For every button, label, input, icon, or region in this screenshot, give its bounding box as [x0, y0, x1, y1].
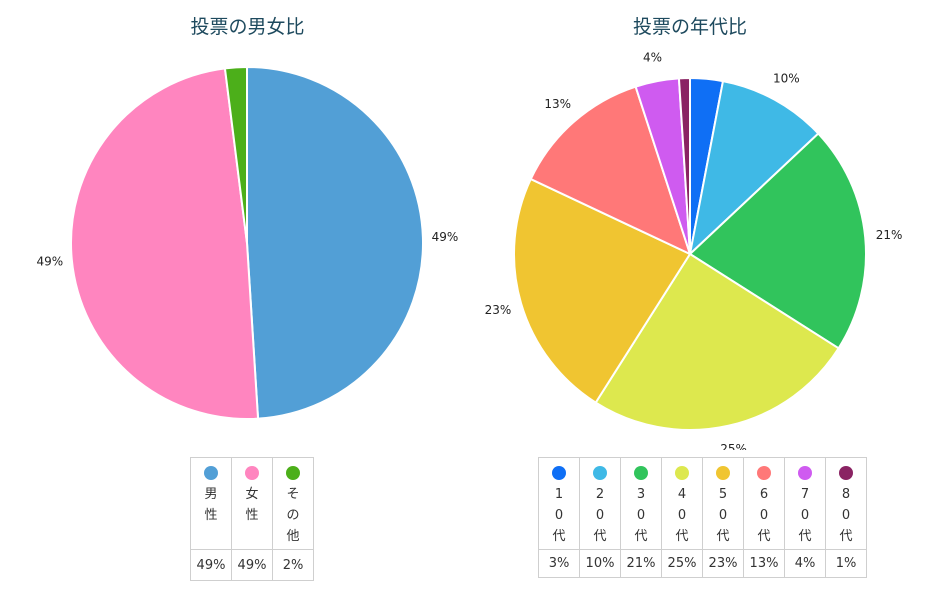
legend-item-50s[interactable]: 50代 — [702, 457, 744, 550]
age-slice-label-6: 4% — [643, 51, 662, 65]
legend-label-female: 女性 — [245, 487, 259, 523]
gender-slice-0[interactable] — [246, 65, 424, 420]
legend-item-60s[interactable]: 60代 — [743, 457, 785, 550]
age-pie-chart: 10% 21% 25% 23% 13% 4% — [485, 51, 903, 450]
legend-value-50s: 23% — [702, 549, 744, 578]
legend-swatch-other — [286, 466, 300, 480]
legend-value-other: 2% — [272, 549, 314, 581]
legend-value-20s: 10% — [579, 549, 621, 578]
legend-value-60s: 13% — [743, 549, 785, 578]
age-slice-2[interactable] — [688, 132, 867, 350]
age-slice-label-5: 13% — [544, 97, 571, 111]
gender-legend-table: 男性 女性 その他 49% 49% 2% — [190, 457, 314, 581]
legend-item-20s[interactable]: 20代 — [579, 457, 621, 550]
legend-swatch-60s — [757, 466, 771, 480]
age-slice-3[interactable] — [594, 252, 840, 431]
legend-swatch-female — [245, 466, 259, 480]
legend-value-10s: 3% — [538, 549, 580, 578]
legend-item-10s[interactable]: 10代 — [538, 457, 580, 550]
age-slice-7[interactable] — [677, 76, 691, 255]
chart-title-age: 投票の年代比 — [632, 16, 747, 38]
legend-label-80s: 80代 — [839, 487, 853, 544]
legend-swatch-30s — [634, 466, 648, 480]
gender-chart-panel: 投票の男女比 49% 49% 男性 女性 その他 49% 49% 2% — [37, 16, 459, 581]
legend-swatch-40s — [675, 466, 689, 480]
legend-swatch-70s — [798, 466, 812, 480]
legend-item-80s[interactable]: 80代 — [825, 457, 867, 550]
legend-label-70s: 70代 — [798, 487, 812, 544]
legend-label-other: その他 — [286, 487, 300, 544]
legend-value-40s: 25% — [661, 549, 703, 578]
age-legend-table: 10代 20代 30代 40代 50代 60代 70代 80代 3% 10% 2… — [538, 457, 867, 578]
age-slice-label-1: 10% — [773, 72, 800, 86]
age-slice-1[interactable] — [688, 79, 820, 257]
legend-item-30s[interactable]: 30代 — [620, 457, 662, 550]
legend-label-60s: 60代 — [757, 487, 771, 544]
legend-label-40s: 40代 — [675, 487, 689, 544]
legend-value-30s: 21% — [620, 549, 662, 578]
age-slice-5[interactable] — [529, 85, 692, 256]
legend-label-20s: 20代 — [593, 487, 607, 544]
legend-value-female: 49% — [231, 549, 273, 581]
legend-item-other[interactable]: その他 — [272, 457, 314, 550]
legend-item-40s[interactable]: 40代 — [661, 457, 703, 550]
age-slice-4[interactable] — [513, 177, 692, 404]
legend-swatch-20s — [593, 466, 607, 480]
legend-swatch-male — [204, 466, 218, 480]
legend-item-70s[interactable]: 70代 — [784, 457, 826, 550]
legend-value-male: 49% — [190, 549, 232, 581]
legend-swatch-10s — [552, 466, 566, 480]
legend-swatch-50s — [716, 466, 730, 480]
legend-swatch-80s — [839, 466, 853, 480]
gender-slice-label-0: 49% — [432, 230, 459, 244]
age-slice-label-3: 25% — [720, 442, 747, 450]
gender-slice-2[interactable] — [223, 65, 248, 244]
gender-slice-label-1: 49% — [37, 255, 64, 269]
age-chart-panel: 投票の年代比 10% 21% 25% 23% 13% 4% — [470, 0, 945, 591]
gender-slice-1[interactable] — [70, 67, 260, 421]
legend-label-10s: 10代 — [552, 487, 566, 544]
legend-value-70s: 4% — [784, 549, 826, 578]
legend-item-female[interactable]: 女性 — [231, 457, 273, 550]
legend-label-male: 男性 — [204, 487, 218, 523]
age-slice-label-2: 21% — [876, 228, 903, 242]
legend-value-80s: 1% — [825, 549, 867, 578]
legend-label-30s: 30代 — [634, 487, 648, 544]
chart-title-gender: 投票の男女比 — [190, 16, 305, 38]
legend-item-male[interactable]: 男性 — [190, 457, 232, 550]
age-slice-label-4: 23% — [485, 303, 512, 317]
gender-pie-chart: 49% 49% — [37, 65, 459, 421]
legend-label-50s: 50代 — [716, 487, 730, 544]
